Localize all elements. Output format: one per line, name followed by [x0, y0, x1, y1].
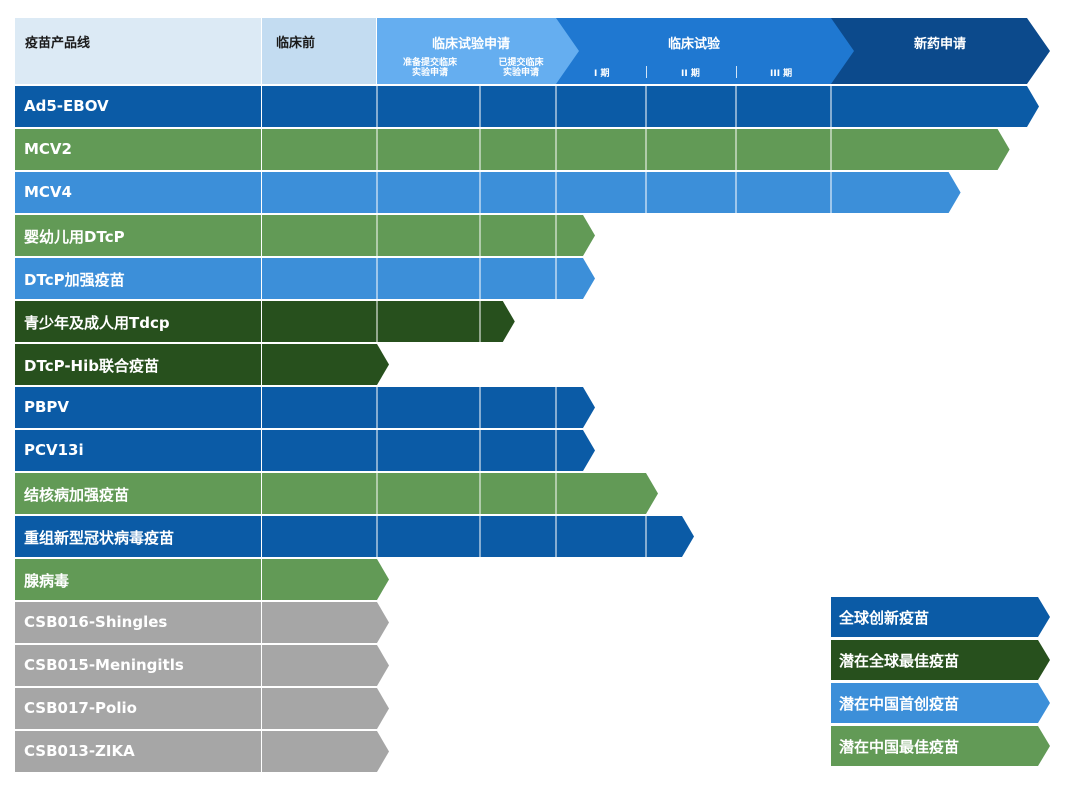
legend-swatch-shape	[831, 726, 1050, 766]
product-label: 青少年及成人用Tdcp	[15, 301, 261, 342]
product-label: CSB017-Polio	[15, 688, 261, 729]
progress-bar	[262, 645, 389, 686]
legend-item: 潜在中国最佳疫苗	[831, 726, 1050, 766]
header-phase-divider	[646, 66, 647, 78]
legend-item: 全球创新疫苗	[831, 597, 1050, 637]
progress-bar-shape	[262, 516, 694, 557]
legend-swatch	[831, 640, 1050, 680]
progress-bar-shape	[262, 430, 595, 471]
header-trial-chevron	[556, 18, 856, 84]
product-label: PCV13i	[15, 430, 261, 471]
product-label: CSB013-ZIKA	[15, 731, 261, 772]
progress-bar-shape	[262, 387, 595, 428]
progress-bar-shape	[262, 215, 595, 256]
progress-bar-shape	[262, 688, 389, 729]
header-phase3: III 期	[770, 69, 793, 79]
header-preclinical: 临床前	[262, 18, 376, 84]
product-label: 婴幼儿用DTcP	[15, 215, 261, 256]
header-preclinical-label: 临床前	[276, 36, 316, 51]
legend-swatch-shape	[831, 640, 1050, 680]
product-name: CSB013-ZIKA	[24, 742, 135, 760]
legend-swatch	[831, 683, 1050, 723]
progress-bar-shape	[262, 731, 389, 772]
progress-bar	[262, 387, 595, 428]
product-name: MCV4	[24, 183, 72, 201]
header-product-line: 疫苗产品线	[15, 18, 261, 84]
progress-bar-shape	[262, 473, 658, 514]
product-name: Ad5-EBOV	[24, 97, 109, 115]
progress-bar	[262, 344, 389, 385]
product-label: Ad5-EBOV	[15, 86, 261, 127]
product-name: DTcP-Hib联合疫苗	[24, 357, 159, 375]
header-trial-label: 临床试验	[668, 37, 721, 52]
progress-bar	[262, 473, 658, 514]
product-name: 腺病毒	[24, 572, 70, 590]
product-name: CSB016-Shingles	[24, 613, 168, 631]
progress-bar-shape	[262, 129, 1010, 170]
product-name: PCV13i	[24, 441, 84, 459]
product-label: 结核病加强疫苗	[15, 473, 261, 514]
product-label: MCV4	[15, 172, 261, 213]
legend-swatch-shape	[831, 683, 1050, 723]
progress-bar	[262, 516, 694, 557]
header-phase1: I 期	[594, 69, 610, 79]
header-ind-label: 临床试验申请	[432, 37, 511, 52]
progress-bar	[262, 731, 389, 772]
product-name: CSB015-Meningitls	[24, 656, 184, 674]
progress-bar-shape	[262, 645, 389, 686]
product-label: 腺病毒	[15, 559, 261, 600]
progress-bar	[262, 688, 389, 729]
legend-label: 潜在中国最佳疫苗	[839, 738, 960, 756]
product-label: CSB016-Shingles	[15, 602, 261, 643]
legend-swatch	[831, 597, 1050, 637]
product-name: 青少年及成人用Tdcp	[24, 314, 170, 332]
product-name: PBPV	[24, 398, 70, 416]
progress-bar-shape	[262, 86, 1039, 127]
product-name: DTcP加强疫苗	[24, 271, 125, 289]
header-phase-divider	[736, 66, 737, 78]
progress-bar	[262, 172, 961, 213]
product-label: MCV2	[15, 129, 261, 170]
product-name: 婴幼儿用DTcP	[24, 228, 125, 246]
legend-label: 潜在中国首创疫苗	[839, 695, 960, 713]
product-label: DTcP加强疫苗	[15, 258, 261, 299]
progress-bar	[262, 215, 595, 256]
header-product-line-label: 疫苗产品线	[25, 36, 91, 51]
progress-bar-shape	[262, 344, 389, 385]
header-nda-label: 新药申请	[914, 37, 967, 52]
product-name: MCV2	[24, 140, 72, 158]
progress-bar	[262, 559, 389, 600]
progress-bar-shape	[262, 172, 961, 213]
legend-item: 潜在全球最佳疫苗	[831, 640, 1050, 680]
progress-bar-shape	[262, 301, 515, 342]
header-ind-preparing: 准备提交临床 实验申请	[402, 58, 457, 78]
progress-bar	[262, 301, 515, 342]
progress-bar	[262, 602, 389, 643]
legend-swatch-shape	[831, 597, 1050, 637]
header-nda-chevron	[831, 18, 1050, 84]
legend-item: 潜在中国首创疫苗	[831, 683, 1050, 723]
progress-bar-shape	[262, 559, 389, 600]
product-name: 结核病加强疫苗	[24, 486, 130, 504]
product-label: 重组新型冠状病毒疫苗	[15, 516, 261, 557]
product-label: CSB015-Meningitls	[15, 645, 261, 686]
progress-bar	[262, 430, 595, 471]
product-name: CSB017-Polio	[24, 699, 137, 717]
product-label: PBPV	[15, 387, 261, 428]
progress-bar	[262, 258, 595, 299]
progress-bar-shape	[262, 602, 389, 643]
progress-bar	[262, 86, 1039, 127]
legend-swatch	[831, 726, 1050, 766]
product-label: DTcP-Hib联合疫苗	[15, 344, 261, 385]
header-ind-submitted: 已提交临床 实验申请	[498, 58, 544, 78]
legend-label: 全球创新疫苗	[839, 609, 930, 627]
header-ind-chevron	[377, 18, 582, 84]
progress-bar	[262, 129, 1010, 170]
product-name: 重组新型冠状病毒疫苗	[24, 529, 175, 547]
legend-label: 潜在全球最佳疫苗	[839, 652, 960, 670]
header-phase2: II 期	[681, 69, 700, 79]
progress-bar-shape	[262, 258, 595, 299]
